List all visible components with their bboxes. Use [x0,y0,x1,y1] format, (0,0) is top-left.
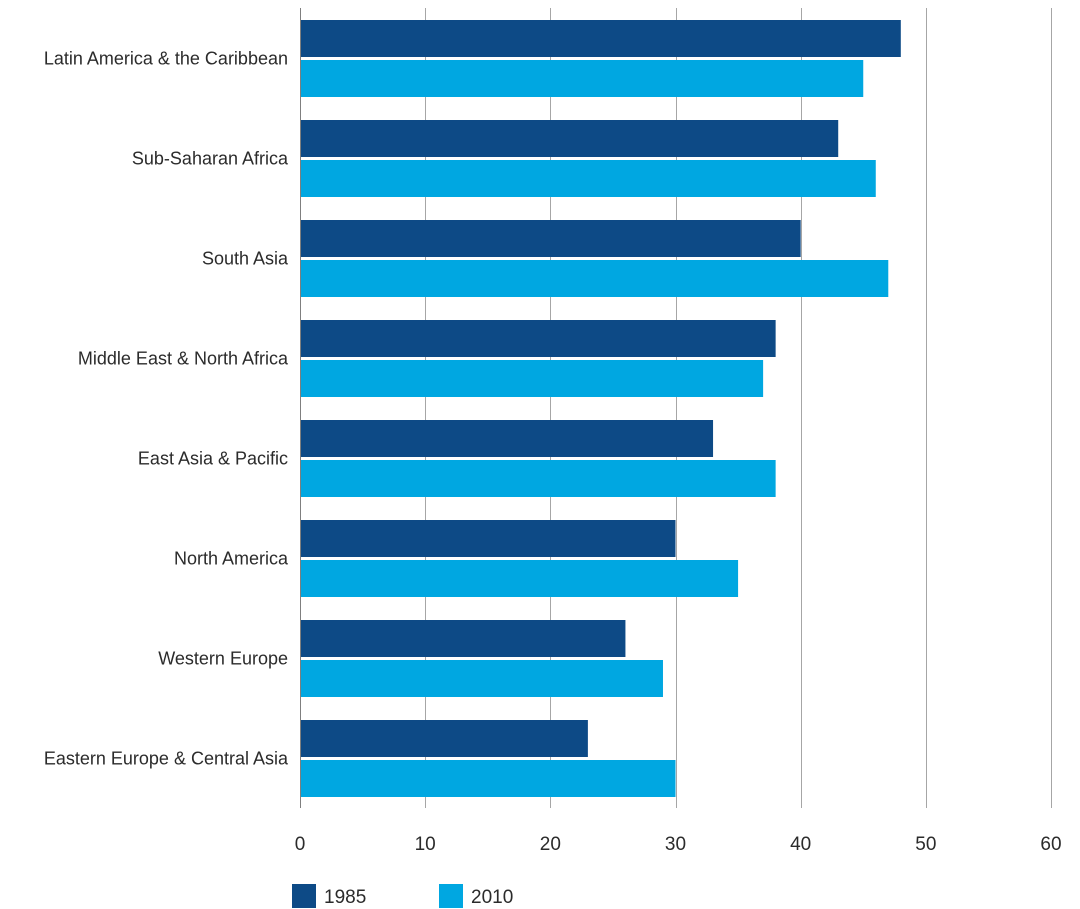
bar-2010-4 [300,460,776,497]
bar-1985-0 [300,20,901,57]
legend-swatch-1985 [292,884,316,908]
legend: 1985 2010 [292,884,513,908]
bar-1985-2 [300,220,801,257]
category-label: East Asia & Pacific [138,449,288,469]
x-tick-label: 20 [540,834,561,855]
legend-swatch-2010 [439,884,463,908]
bar-1985-4 [300,420,714,457]
category-label: South Asia [202,249,289,269]
bars-layer [300,20,901,797]
category-label: North America [174,549,289,569]
bar-2010-2 [300,260,889,297]
category-labels: Latin America & the Caribbean Sub-Saharan… [44,49,289,769]
x-tick-label: 60 [1040,834,1061,855]
bar-1985-5 [300,520,676,557]
x-tick-label: 30 [665,834,686,855]
x-tick-label: 50 [915,834,936,855]
x-tick-label: 10 [415,834,436,855]
category-label: Western Europe [158,649,288,669]
category-label: Sub-Saharan Africa [132,149,289,169]
bar-2010-3 [300,360,764,397]
x-tick-label: 0 [295,834,306,855]
category-label: Middle East & North Africa [78,349,289,369]
category-label: Latin America & the Caribbean [44,49,288,69]
bar-2010-7 [300,760,676,797]
bar-2010-6 [300,660,663,697]
x-tick-label: 40 [790,834,811,855]
x-tick-labels: 0 10 20 30 40 50 60 [295,834,1062,855]
bar-1985-7 [300,720,588,757]
legend-label-1985: 1985 [324,887,366,908]
bar-1985-1 [300,120,839,157]
bar-1985-6 [300,620,626,657]
bar-2010-1 [300,160,876,197]
category-label: Eastern Europe & Central Asia [44,749,289,769]
bar-2010-0 [300,60,864,97]
legend-label-2010: 2010 [471,887,513,908]
bar-1985-3 [300,320,776,357]
bar-2010-5 [300,560,739,597]
